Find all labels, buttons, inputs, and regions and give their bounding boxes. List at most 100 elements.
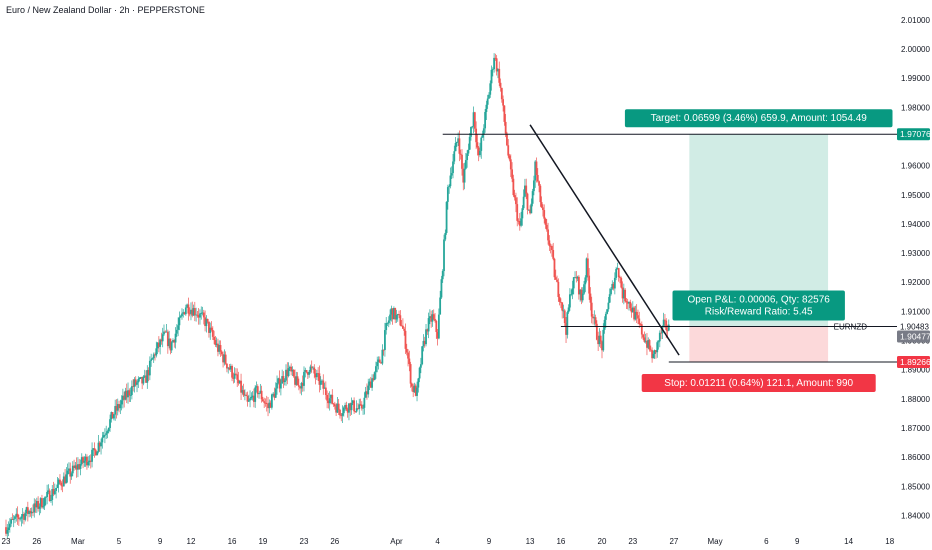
candle-body bbox=[651, 350, 653, 359]
candle-body bbox=[339, 409, 341, 416]
candle-body bbox=[314, 373, 317, 378]
candle-body bbox=[513, 195, 516, 198]
candle-body bbox=[251, 395, 254, 397]
candle-body bbox=[105, 433, 108, 435]
candle-body bbox=[323, 387, 326, 389]
x-tick-label: 16 bbox=[228, 537, 237, 546]
candle-body bbox=[277, 378, 280, 383]
candle-body bbox=[502, 99, 504, 106]
candle-body bbox=[107, 427, 110, 432]
candle-body bbox=[335, 406, 338, 413]
x-tick-label: May bbox=[707, 537, 722, 546]
candle-body bbox=[102, 435, 105, 438]
candle-body bbox=[165, 331, 168, 333]
candle-body bbox=[245, 394, 248, 396]
candle-body bbox=[229, 365, 232, 370]
candle-body bbox=[544, 218, 547, 225]
candle-body bbox=[360, 404, 363, 409]
candle-body bbox=[110, 412, 113, 420]
candle-body bbox=[219, 345, 222, 352]
candle-body bbox=[315, 373, 318, 378]
candle-body bbox=[640, 324, 643, 335]
candle-body bbox=[147, 370, 150, 376]
candle-body bbox=[470, 127, 472, 137]
candle-body bbox=[556, 279, 558, 282]
price-axis[interactable]: 1.84000 1.85000 1.86000 1.87000 1.88000 1.890… bbox=[897, 16, 931, 521]
candle-body bbox=[115, 406, 118, 411]
candle-body bbox=[386, 322, 389, 324]
x-tick-label: 26 bbox=[330, 537, 339, 546]
candle-body bbox=[127, 390, 129, 398]
time-axis[interactable]: 23 26 Mar 5 9 12 16 19 23 26 Apr 4 9 13 16 20 23 27 May 6 9 1… bbox=[2, 537, 895, 546]
candle-body bbox=[649, 349, 652, 351]
candle-body bbox=[445, 201, 448, 233]
candle-body bbox=[120, 400, 123, 405]
candle-body bbox=[518, 221, 521, 226]
candle-body bbox=[506, 133, 508, 146]
candle-body bbox=[121, 395, 124, 401]
candle-body bbox=[95, 450, 97, 456]
candle-body bbox=[593, 317, 596, 319]
candle-body bbox=[380, 362, 382, 364]
y-tick-label: 1.92000 bbox=[901, 278, 930, 287]
candle-body bbox=[416, 387, 418, 396]
candle-body bbox=[471, 126, 474, 128]
candle-body bbox=[333, 404, 336, 407]
candle-body bbox=[658, 332, 661, 342]
candle-body bbox=[353, 400, 355, 412]
candle-body bbox=[228, 367, 231, 370]
candle-body bbox=[340, 415, 343, 417]
candle-body bbox=[551, 246, 553, 250]
candle-body bbox=[154, 354, 156, 356]
candle-body bbox=[450, 173, 453, 176]
candle-body bbox=[547, 229, 549, 241]
candle-body bbox=[181, 313, 183, 317]
candle-body bbox=[408, 358, 411, 365]
x-tick-label: 23 bbox=[300, 537, 309, 546]
trendline[interactable] bbox=[529, 124, 680, 356]
candle-body bbox=[68, 468, 70, 471]
candle-body bbox=[346, 409, 349, 413]
drawing-lines[interactable]: EURNZD bbox=[442, 124, 900, 363]
candle-body bbox=[71, 465, 74, 474]
candle-body bbox=[223, 354, 226, 363]
candle-body bbox=[431, 314, 434, 322]
candle-body bbox=[261, 399, 264, 402]
candle-body bbox=[486, 98, 489, 105]
candle-body bbox=[114, 406, 117, 415]
candle-body bbox=[482, 128, 485, 135]
candle-body bbox=[409, 364, 412, 384]
candle-body bbox=[137, 378, 140, 383]
candle-body bbox=[285, 369, 287, 381]
candle-body bbox=[169, 338, 172, 351]
candle-body bbox=[389, 314, 391, 321]
candle-body bbox=[449, 175, 452, 187]
target-label-bg bbox=[624, 109, 893, 128]
candle-body bbox=[168, 338, 171, 347]
stop-label-bg bbox=[641, 373, 876, 392]
candle-body bbox=[136, 382, 138, 385]
candle-body bbox=[48, 490, 51, 502]
candle-body bbox=[521, 208, 524, 219]
candle-body bbox=[545, 224, 548, 230]
candle-body bbox=[109, 419, 111, 428]
candle-body bbox=[435, 320, 438, 333]
candle-body bbox=[384, 330, 386, 350]
x-tick-label: 23 bbox=[628, 537, 637, 546]
candle-body bbox=[141, 376, 144, 384]
candle-body bbox=[128, 390, 131, 396]
y-tick-label: 1.85000 bbox=[901, 482, 930, 491]
candle-body bbox=[37, 500, 40, 509]
candle-body bbox=[611, 283, 614, 289]
x-tick-label: 19 bbox=[258, 537, 267, 546]
candle-body bbox=[508, 155, 511, 160]
candle-body bbox=[145, 375, 147, 383]
candle-body bbox=[294, 376, 296, 385]
candle-body bbox=[244, 394, 246, 396]
chart-title: Euro / New Zealand Dollar · 2h · PEPPERS… bbox=[6, 5, 205, 15]
y-tick-label: 1.84000 bbox=[901, 512, 930, 521]
candle-body bbox=[240, 380, 242, 393]
candle-body bbox=[326, 394, 329, 401]
candle-body bbox=[350, 403, 353, 411]
